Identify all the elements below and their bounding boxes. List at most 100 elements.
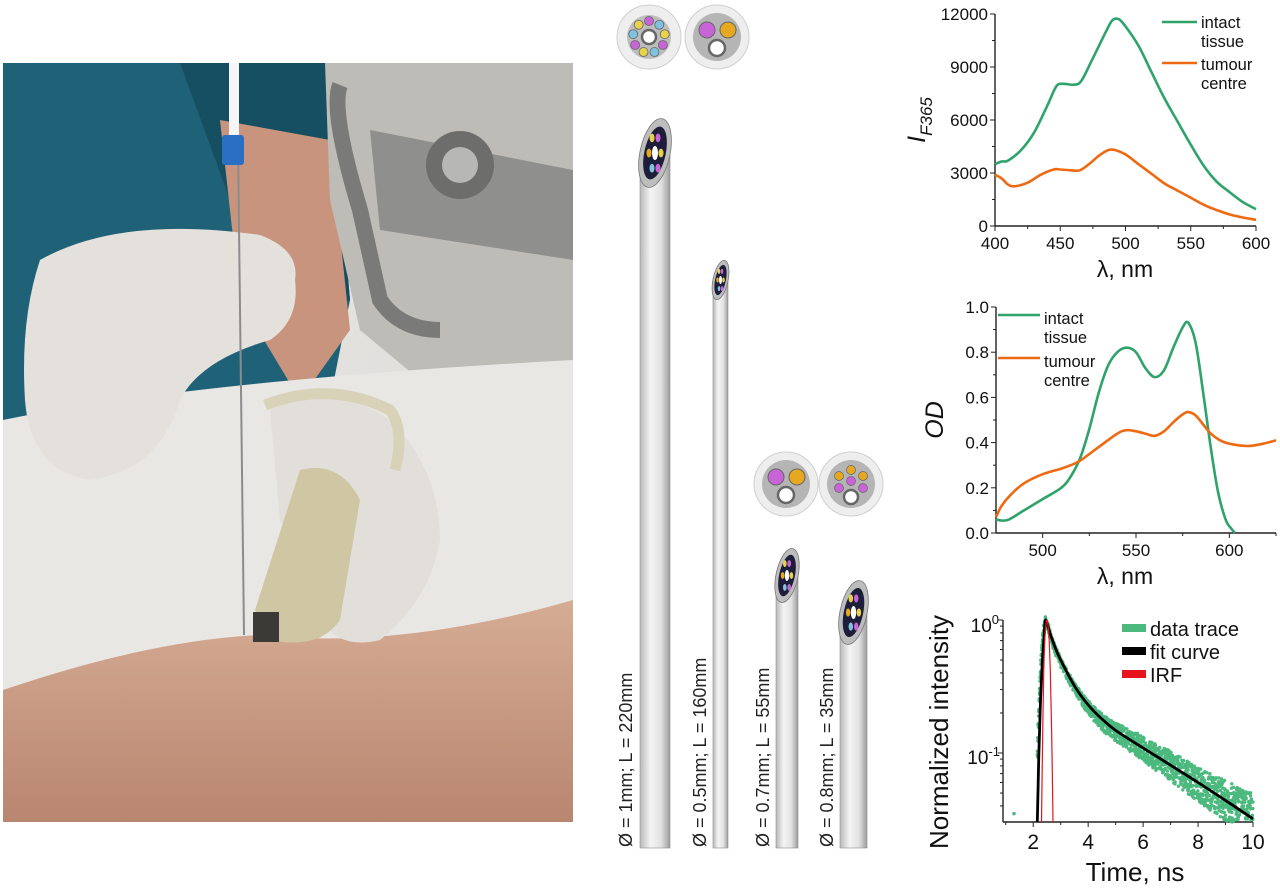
fiber-lumen — [640, 28, 658, 46]
x-tick-label: 6 — [1137, 831, 1149, 854]
fiber-dot — [655, 133, 661, 143]
data-trace-point — [1188, 780, 1193, 784]
fiber-dot — [722, 277, 725, 283]
data-trace-point — [1173, 780, 1177, 784]
fiber-lumen — [776, 485, 796, 505]
fiber-dot — [717, 286, 721, 292]
data-trace-point — [1176, 758, 1180, 763]
chart3-ytick-1: 100 — [971, 612, 999, 637]
chart3-ylabel: Normalized intensity — [924, 615, 954, 849]
data-trace-point — [1201, 776, 1205, 780]
series-line-intact-tissue — [995, 320, 1236, 534]
series-line-intact-tissue — [994, 17, 1257, 211]
fiber-dot — [658, 148, 664, 158]
ytick-base: 10 — [971, 616, 992, 637]
fiber-dot — [853, 594, 859, 603]
x-tick-label: 500 — [1028, 541, 1056, 560]
series-line-IRF — [1040, 619, 1054, 823]
y-tick-label: 9000 — [950, 58, 988, 77]
data-trace-point — [1207, 782, 1212, 787]
chart1-legend-tumour-1: tumour — [1201, 56, 1253, 74]
data-trace-point — [1174, 774, 1179, 778]
data-trace-point — [1203, 778, 1207, 782]
data-trace-point — [1214, 776, 1219, 780]
chart2-legend-intact-1: intact — [1044, 310, 1084, 328]
x-tick-label: 400 — [981, 234, 1009, 253]
x-tick-label: 600 — [1242, 234, 1270, 253]
data-trace-point — [1192, 764, 1196, 768]
legend-swatch-irf — [1122, 670, 1146, 678]
data-trace-point — [1099, 711, 1104, 716]
y-tick-label: 12000 — [941, 5, 988, 24]
y-tick-label: 0.6 — [965, 388, 989, 407]
fiber-dot — [846, 465, 856, 475]
gloved-left-hand — [24, 228, 296, 480]
fiber-dot — [649, 133, 655, 143]
data-trace-point — [1012, 811, 1016, 816]
chart2-legend-intact-2: tissue — [1044, 329, 1087, 347]
data-trace-point — [1196, 789, 1200, 793]
data-trace-point — [1219, 777, 1224, 781]
data-trace-point — [1180, 761, 1185, 766]
fiber-dot — [655, 163, 661, 173]
fiber-dot — [787, 560, 792, 568]
fiber-dot — [782, 583, 787, 591]
fluorescence-decay-chart: Time, ns Normalized intensity 100 10 -1 d… — [924, 612, 1265, 887]
data-trace-point — [1118, 739, 1122, 743]
ytick-exponent: -1 — [988, 744, 1000, 759]
fiber-dot — [649, 163, 655, 173]
fiber-dot — [698, 21, 716, 39]
data-trace-point — [1178, 755, 1182, 759]
fiber-dot — [644, 16, 654, 26]
data-trace-point — [1226, 794, 1231, 799]
data-trace-point — [1218, 805, 1222, 809]
needle-label-1: Ø = 1mm; L = 220mm — [616, 673, 636, 847]
data-trace-point — [1222, 810, 1226, 815]
chart3-legend-fit-curve: fit curve — [1150, 642, 1220, 664]
needle-shaft-1 — [639, 152, 671, 849]
fiber-dot — [716, 277, 719, 283]
data-trace-point — [1205, 795, 1209, 800]
needle-label-2: Ø = 0.5mm; L = 160mm — [690, 658, 710, 847]
chart1-legend-intact-1: intact — [1201, 14, 1241, 32]
chart1-ylabel: IF365 — [903, 97, 936, 143]
fiber-lumen — [652, 146, 658, 160]
chart3-legend-data-trace: data trace — [1150, 619, 1239, 641]
fiber-lumen — [719, 276, 722, 284]
chart1-legend-tumour-2: centre — [1201, 75, 1247, 93]
data-trace-point — [1217, 776, 1221, 780]
data-trace-point — [1235, 785, 1240, 790]
data-trace-point — [1172, 755, 1177, 759]
chart2-legend-tumour-2: centre — [1044, 372, 1090, 390]
data-trace-point — [1210, 797, 1215, 801]
needle-white-hub — [229, 63, 239, 135]
fiber-dot — [649, 47, 660, 57]
data-trace-point — [1138, 753, 1142, 757]
fiber-dot — [789, 572, 794, 579]
x-tick-label: 8 — [1192, 831, 1204, 854]
fiber-lumen — [784, 570, 790, 581]
x-tick-label: 550 — [1177, 234, 1205, 253]
data-trace-point — [1176, 784, 1181, 788]
needle-labels: Ø = 1mm; L = 220mm Ø = 0.5mm; L = 160mm … — [616, 658, 837, 847]
fiber-dot — [646, 148, 652, 158]
fiber-dot — [853, 622, 859, 631]
x-tick-label: 500 — [1111, 234, 1139, 253]
data-trace-point — [1205, 791, 1210, 795]
data-trace-point — [1126, 741, 1131, 746]
patient-skin — [3, 600, 573, 822]
chart3-legend-irf: IRF — [1150, 665, 1182, 687]
data-trace-point — [1134, 746, 1138, 751]
data-trace-point — [1150, 740, 1154, 745]
data-trace-point — [1232, 785, 1236, 789]
series-line-tumour-centre — [994, 410, 1277, 518]
fluorescence-spectrum-chart: λ, nm IF365 intact tissue tumour centre … — [903, 5, 1270, 282]
probe-head — [253, 612, 279, 642]
fiber-dot — [628, 29, 639, 40]
series-line-tumour-centre — [994, 148, 1257, 222]
fiber-dot — [845, 608, 851, 617]
chart3-xlabel: Time, ns — [1086, 857, 1185, 887]
chart2-ylabel: OD — [921, 401, 949, 439]
x-tick-label: 4 — [1082, 831, 1094, 854]
fiber-dot — [846, 476, 856, 486]
